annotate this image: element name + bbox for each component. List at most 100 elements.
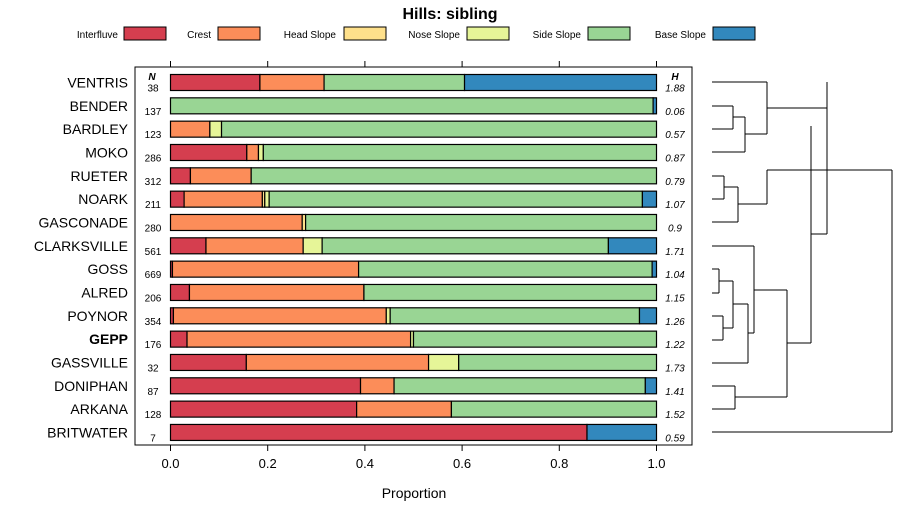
bar-segment-base-slope xyxy=(607,237,658,255)
bar-segment-crest xyxy=(259,73,325,92)
dendrogram-branch xyxy=(712,169,893,433)
bar-segment-side-slope xyxy=(250,167,658,185)
bar-segment-interfluve xyxy=(169,423,588,442)
row-n: 312 xyxy=(145,177,162,188)
bar-segment-crest xyxy=(169,120,211,138)
row-h: 1.73 xyxy=(665,363,685,374)
row-n: 176 xyxy=(145,340,162,351)
dendrogram-branch xyxy=(810,126,828,343)
row-n: 206 xyxy=(145,293,162,304)
row-label: RUETER xyxy=(70,168,128,184)
row-h: 0.9 xyxy=(668,223,682,234)
x-tick-label: 1.0 xyxy=(647,456,665,471)
row-label: BRITWATER xyxy=(47,424,128,440)
legend-swatch-3 xyxy=(466,26,510,41)
bar-segment-side-slope xyxy=(363,283,658,302)
row-label: POYNOR xyxy=(67,308,128,324)
row-n: 7 xyxy=(150,433,156,444)
bar-segment-interfluve xyxy=(169,167,192,185)
row-h: 0.57 xyxy=(665,130,685,141)
bar-segment-nose-slope xyxy=(257,143,264,162)
row-label: MOKO xyxy=(85,144,128,160)
bar-segment-nose-slope xyxy=(302,237,323,255)
bar-segment-base-slope xyxy=(463,73,658,92)
bar-segment-side-slope xyxy=(268,190,644,208)
row-n: 32 xyxy=(147,363,159,374)
n-column-header: N xyxy=(148,72,156,83)
row-n: 354 xyxy=(145,317,162,328)
bar-segment-side-slope xyxy=(323,73,466,92)
bar-segment-base-slope xyxy=(638,307,658,325)
bar-segment-side-slope xyxy=(262,143,658,162)
row-h: 1.07 xyxy=(665,200,685,211)
bar-segment-base-slope xyxy=(644,377,658,395)
dendrogram-branch xyxy=(787,82,828,171)
row-n: 128 xyxy=(145,410,162,421)
row-h: 1.15 xyxy=(665,293,685,304)
row-h: 1.04 xyxy=(665,270,685,281)
bar-segment-crest xyxy=(245,353,430,372)
row-n: 561 xyxy=(145,247,162,258)
bar-segment-crest xyxy=(169,213,303,232)
bar-segment-nose-slope xyxy=(427,353,460,372)
legend-label-1: Crest xyxy=(187,30,211,41)
bar-segment-side-slope xyxy=(220,120,658,138)
legend-label-0: Interfluve xyxy=(77,30,119,41)
row-label: DONIPHAN xyxy=(54,378,128,394)
bar-segment-side-slope xyxy=(458,353,658,372)
dendrogram xyxy=(712,81,893,433)
bar-segment-base-slope xyxy=(652,97,658,115)
bar-segment-crest xyxy=(183,190,263,208)
bar-segment-interfluve xyxy=(169,353,247,372)
bar-segment-interfluve xyxy=(169,283,191,302)
bar-segment-side-slope xyxy=(412,330,658,348)
row-label: BENDER xyxy=(70,98,128,114)
bar-segment-side-slope xyxy=(321,237,609,255)
row-label: NOARK xyxy=(78,191,128,207)
bar-segment-crest xyxy=(359,377,395,395)
bar-segment-interfluve xyxy=(169,190,185,208)
x-axis-title: Proportion xyxy=(382,485,447,501)
bar-segment-interfluve xyxy=(169,400,358,418)
row-n: 669 xyxy=(145,270,162,281)
bar-segment-side-slope xyxy=(357,260,653,278)
bar-segment-crest xyxy=(356,400,453,418)
row-n: 123 xyxy=(145,130,162,141)
row-h: 0.59 xyxy=(665,433,685,444)
bar-segment-crest xyxy=(189,167,252,185)
row-h: 1.41 xyxy=(665,387,684,398)
row-label: GASCONADE xyxy=(39,214,128,230)
bar-segment-crest xyxy=(186,330,412,348)
bar-segment-base-slope xyxy=(586,423,658,442)
row-n: 286 xyxy=(145,153,162,164)
bar-segment-interfluve xyxy=(169,237,207,255)
bar-segment-crest xyxy=(188,283,365,302)
bar-rows: VENTRIS 38 1.88 BENDER 137 0.06 BARDLEY 123 0.57… xyxy=(34,73,685,444)
dendrogram-branch xyxy=(712,290,811,410)
row-h: 0.87 xyxy=(665,153,685,164)
bar-segment-crest xyxy=(246,143,260,162)
row-h: 0.79 xyxy=(665,177,685,188)
h-column-header: H xyxy=(671,72,679,83)
legend-swatch-1 xyxy=(217,26,261,41)
dendrogram-branch xyxy=(767,107,787,171)
dendrogram-branch xyxy=(712,268,748,341)
bar-segment-side-slope xyxy=(450,400,658,418)
x-axis: 0.0 0.2 0.4 0.6 0.8 1.0 xyxy=(161,61,666,471)
bar-segment-nose-slope xyxy=(209,120,223,138)
x-tick-label: 0.8 xyxy=(550,456,568,471)
bar-segment-interfluve xyxy=(169,330,188,348)
row-h: 0.06 xyxy=(665,107,685,118)
legend-swatch-4 xyxy=(587,26,631,41)
bar-segment-side-slope xyxy=(389,307,641,325)
bar-segment-interfluve xyxy=(169,143,248,162)
bar-segment-nose-slope xyxy=(264,190,270,208)
row-label: ARKANA xyxy=(70,401,128,417)
bar-segment-base-slope xyxy=(651,260,658,278)
dendrogram-branch xyxy=(712,81,827,153)
legend-label-5: Base Slope xyxy=(655,30,707,41)
bar-segment-crest xyxy=(205,237,304,255)
row-label: GOSS xyxy=(88,261,128,277)
plot-frame xyxy=(134,66,693,446)
row-h: 1.26 xyxy=(665,317,685,328)
